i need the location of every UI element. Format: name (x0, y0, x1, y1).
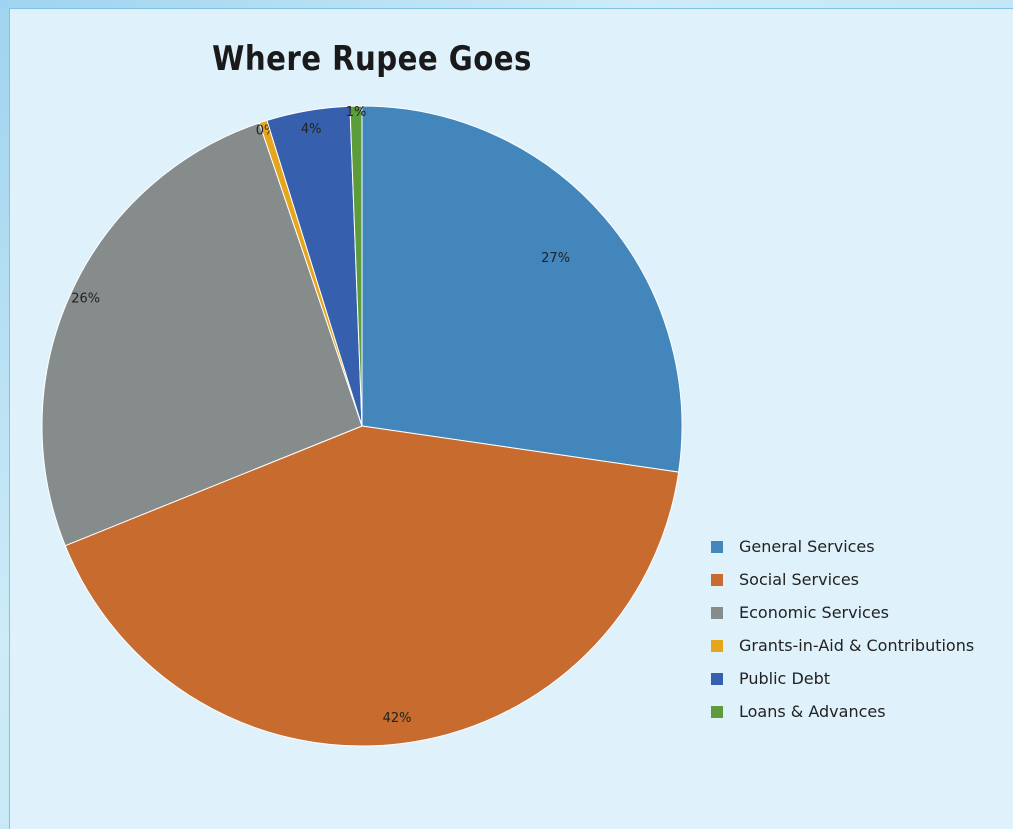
data-label-loans-advances: 1% (346, 105, 367, 120)
legend-label: Economic Services (739, 603, 890, 622)
pie-slice-general-services (361, 105, 683, 473)
legend-item: Public Debt (711, 662, 1011, 695)
pie-slice-social-services (64, 425, 680, 747)
legend-label: Grants-in-Aid & Contributions (739, 636, 975, 655)
legend-label: General Services (739, 537, 875, 556)
legend-swatch (711, 573, 723, 586)
legend-item: General Services (711, 530, 1011, 563)
legend-item: Economic Services (711, 596, 1011, 629)
legend-item: Social Services (711, 563, 1011, 596)
data-label-general-services: 27% (541, 251, 570, 266)
pie-slice-loans-advances (349, 105, 363, 427)
data-label-social-services: 42% (383, 711, 412, 726)
chart-legend: General Services Social Services Economic … (711, 530, 1011, 728)
legend-label: Loans & Advances (739, 702, 886, 721)
chart-title: Where Rupee Goes (212, 39, 532, 79)
legend-label: Social Services (739, 570, 859, 589)
data-label-public-debt: 4% (301, 122, 322, 137)
legend-label: Public Debt (739, 669, 831, 688)
legend-item: Grants-in-Aid & Contributions (711, 629, 1011, 662)
legend-swatch (711, 606, 723, 619)
data-label-economic-services: 26% (71, 292, 100, 307)
legend-swatch (711, 672, 723, 685)
legend-swatch (711, 639, 723, 652)
pie-slice-economic-services (41, 122, 363, 547)
legend-item: Loans & Advances (711, 695, 1011, 728)
legend-swatch (711, 540, 723, 553)
legend-swatch (711, 705, 723, 718)
